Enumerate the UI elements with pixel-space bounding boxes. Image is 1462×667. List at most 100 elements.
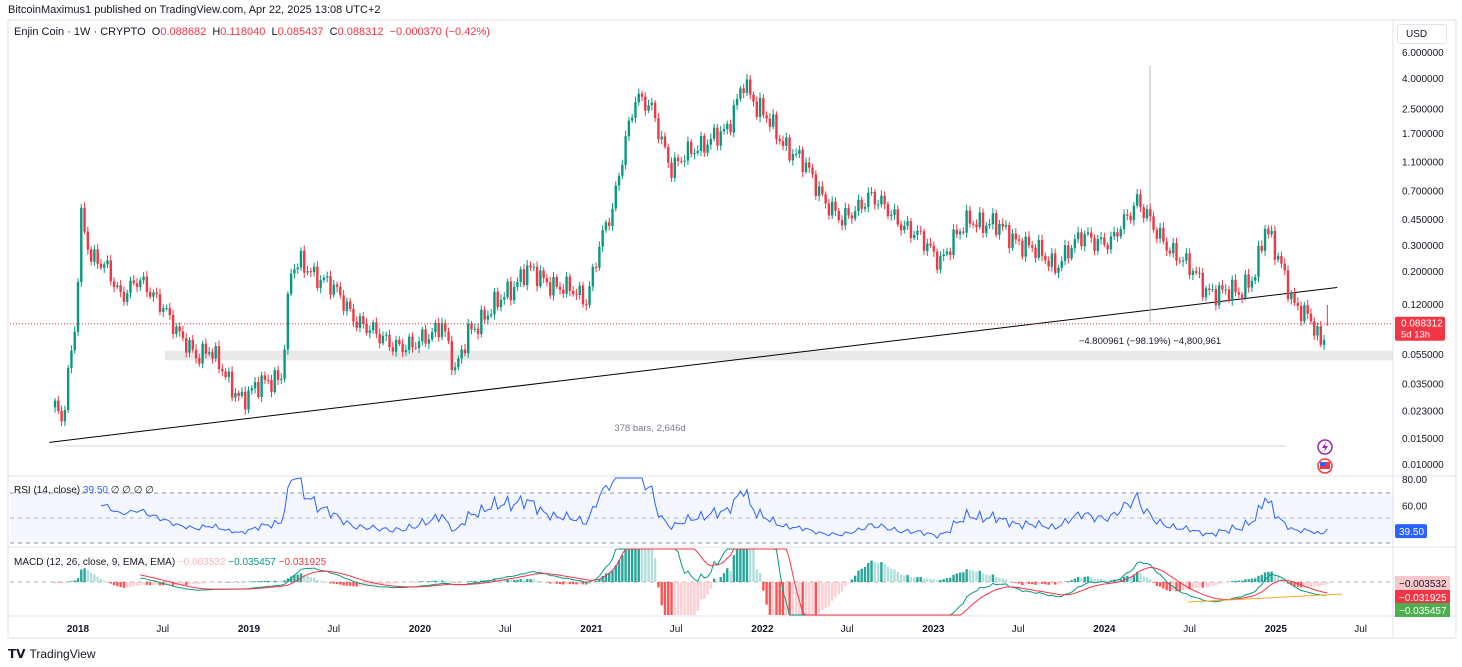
macd-histogram-bar — [1037, 582, 1040, 584]
macd-histogram-bar — [630, 549, 634, 582]
candle-body — [230, 371, 234, 398]
candle-body — [890, 214, 893, 217]
macd-histogram-bar — [1263, 572, 1267, 582]
macd-histogram-bar — [929, 578, 932, 582]
macd-label[interactable]: MACD (12, 26, close, 9, EMA, EMA) — [14, 557, 176, 568]
macd-histogram-bar — [191, 582, 194, 585]
candle-body — [588, 286, 591, 306]
macd-histogram-bar — [824, 582, 827, 609]
candle-body — [1155, 229, 1159, 239]
macd-histogram-bar — [673, 582, 677, 615]
candle-body — [981, 212, 985, 233]
time-tick-label: Jul — [670, 624, 683, 635]
low-label: L — [271, 26, 278, 38]
candle-body — [112, 281, 116, 287]
candle-body — [653, 102, 657, 119]
candle-body — [775, 114, 778, 140]
publish-info: BitcoinMaximus1 published on TradingView… — [8, 4, 381, 16]
candle-body — [808, 162, 811, 168]
macd-histogram-bar — [657, 582, 660, 588]
candle-body — [811, 167, 814, 175]
candle-body — [1204, 288, 1208, 298]
candle-body — [335, 284, 339, 287]
candle-body — [837, 210, 840, 221]
candle-body — [863, 206, 867, 209]
candle-body — [1201, 272, 1204, 298]
candle-body — [1057, 267, 1060, 273]
candle-body — [207, 352, 211, 354]
candle-body — [358, 316, 362, 328]
candle-body — [181, 331, 185, 339]
candle-body — [1044, 255, 1047, 261]
candle-body — [906, 221, 909, 226]
candle-body — [935, 251, 939, 270]
macd-histogram-bar — [758, 572, 762, 582]
candle-body — [1103, 237, 1106, 245]
macd-histogram-bar — [1319, 582, 1322, 586]
macd-signal-line — [140, 548, 1328, 616]
candle-body — [1080, 232, 1083, 247]
candle-body — [407, 336, 411, 350]
candle-body — [722, 129, 726, 132]
macd-histogram-bar — [93, 574, 96, 582]
us-flag-icon[interactable] — [1317, 458, 1333, 474]
candle-body — [847, 207, 850, 216]
macd-histogram-bar — [627, 549, 631, 582]
currency-button[interactable]: USD — [1397, 24, 1447, 44]
macd-histogram-bar — [329, 582, 332, 584]
candle-body — [1313, 321, 1316, 336]
candle-body — [306, 271, 309, 273]
price-tick-label: 6.000000 — [1402, 48, 1444, 59]
candle-body — [263, 375, 267, 380]
macd-histogram-bar — [1090, 576, 1093, 582]
macd-histogram-bar — [145, 582, 149, 585]
candle-body — [706, 144, 709, 153]
macd-histogram-bar — [1303, 582, 1306, 588]
macd-histogram-bar — [886, 566, 890, 582]
macd-histogram-bar — [119, 582, 122, 588]
macd-histogram-bar — [266, 580, 270, 582]
candle-body — [1145, 209, 1149, 219]
symbol-title[interactable]: Enjin Coin · 1W · CRYPTO — [14, 26, 146, 38]
candle-body — [883, 195, 886, 205]
macd-histogram-bar — [535, 580, 539, 582]
candle-body — [503, 297, 506, 300]
candle-body — [332, 284, 335, 295]
candle-body — [552, 276, 555, 296]
macd-histogram-bar — [555, 582, 558, 584]
candle-body — [972, 223, 975, 225]
macd-histogram-bar — [1073, 578, 1077, 582]
candle-body — [749, 79, 752, 95]
macd-histogram-bar — [1188, 582, 1191, 590]
macd-histogram-bar — [253, 581, 257, 582]
macd-histogram-bar — [1011, 582, 1014, 583]
macd-histogram-bar — [548, 582, 552, 584]
macd-signal-value: −0.031925 — [278, 557, 327, 568]
macd-histogram-bar — [922, 578, 926, 582]
macd-histogram-bar — [834, 582, 837, 597]
macd-histogram-bar — [991, 574, 995, 582]
macd-histogram-bar — [1250, 578, 1254, 582]
macd-histogram-bar — [250, 581, 253, 582]
candle-body — [657, 118, 660, 140]
candle-body — [437, 323, 440, 338]
macd-histogram-bar — [148, 582, 152, 586]
macd-histogram-bar — [870, 560, 873, 582]
candle-body — [699, 136, 703, 151]
candle-body — [342, 295, 345, 311]
macd-histogram-bar — [60, 582, 63, 583]
rsi-legend: RSI (14, close) 39.50 ∅ ∅ ∅ ∅ — [14, 485, 154, 496]
macd-histogram-bar — [70, 581, 73, 582]
candle-body — [1165, 241, 1168, 251]
candle-body — [660, 136, 663, 140]
macd-histogram-bar — [476, 581, 480, 582]
rsi-label[interactable]: RSI (14, close) — [14, 485, 81, 496]
candle-body — [227, 371, 231, 378]
candle-body — [1214, 289, 1218, 306]
candle-body — [440, 323, 444, 338]
price-tick-label: 0.700000 — [1402, 186, 1444, 197]
macd-histogram-bar — [99, 579, 103, 582]
macd-histogram-bar — [322, 581, 326, 583]
lightning-icon[interactable] — [1317, 439, 1333, 455]
